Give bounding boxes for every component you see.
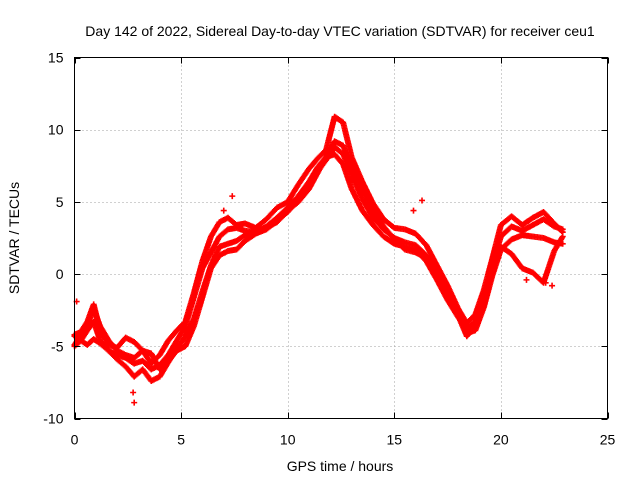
plot-frame	[74, 57, 608, 419]
data-points	[71, 113, 566, 406]
data-point	[558, 228, 565, 235]
x-tick-label: 20	[493, 432, 509, 448]
data-point	[229, 193, 236, 200]
data-point	[542, 279, 549, 286]
data-point	[523, 276, 530, 283]
data-point	[419, 197, 426, 204]
data-point	[559, 229, 566, 236]
x-tick-label: 5	[177, 432, 185, 448]
y-tick-label: 10	[48, 122, 64, 138]
y-tick-label: -10	[43, 411, 63, 427]
data-point	[549, 282, 556, 289]
x-tick-label: 25	[600, 432, 616, 448]
y-tick-label: 5	[56, 194, 64, 210]
x-tick-label: 15	[387, 432, 403, 448]
x-tick-label: 0	[71, 432, 79, 448]
y-axis-label: SDTVAR / TECUs	[6, 182, 22, 294]
tick-layer: 0 5 10 15 20 25 -10 -5 0 5 10 15	[43, 50, 615, 448]
chart-title: Day 142 of 2022, Sidereal Day-to-day VTE…	[85, 23, 595, 39]
data-point	[130, 389, 137, 396]
x-tick-label: 10	[280, 432, 296, 448]
y-tick-label: 0	[56, 266, 64, 282]
data-point	[131, 399, 138, 406]
data-point	[220, 207, 227, 214]
y-tick-label: 15	[48, 50, 64, 66]
x-axis-label: GPS time / hours	[287, 458, 394, 474]
y-tick-label: -5	[51, 338, 64, 354]
data-point	[410, 207, 417, 214]
